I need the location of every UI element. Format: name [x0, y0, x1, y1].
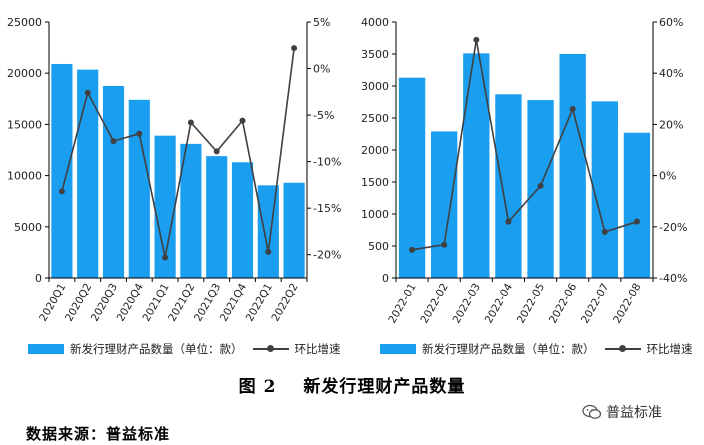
- growth-point-2022-06: [569, 106, 576, 113]
- bar-2021Q1: [154, 135, 176, 278]
- y-right-tick-label: -20%: [313, 249, 341, 262]
- growth-point-2022-01: [409, 246, 416, 253]
- bar-2021Q3: [206, 156, 228, 278]
- x-tick-label: 2022-01: [386, 282, 418, 326]
- bar-2022-07: [591, 101, 618, 278]
- growth-point-2022-03: [473, 36, 480, 43]
- growth-point-2022-02: [441, 241, 448, 248]
- bar-2020Q3: [102, 86, 125, 278]
- growth-point-2022-05: [537, 182, 544, 189]
- y-left-tick-label: 3500: [361, 48, 389, 61]
- y-right-tick-label: -40%: [659, 272, 687, 285]
- y-left-tick-label: 0: [35, 272, 42, 285]
- legend-bar-label: 新发行理财产品数量（单位：款）: [422, 342, 595, 356]
- growth-point-2022Q2: [291, 45, 298, 52]
- bar-2021Q2: [180, 143, 202, 278]
- bar-2022-01: [398, 77, 426, 279]
- y-right-tick-label: -15%: [313, 202, 341, 215]
- y-left-tick-label: 0: [382, 272, 389, 285]
- legend-bar-label: 新发行理财产品数量（单位：款）: [70, 342, 243, 356]
- y-left-tick-label: 2500: [361, 112, 389, 125]
- growth-point-2020Q4: [136, 130, 143, 137]
- y-left-tick-label: 1500: [361, 176, 389, 189]
- y-right-tick-label: -10%: [313, 156, 341, 169]
- x-tick-label: 2022-03: [451, 282, 483, 326]
- y-right-tick-label: -20%: [659, 221, 687, 234]
- legend-bar-swatch: [28, 344, 64, 354]
- bar-2021Q4: [231, 162, 254, 278]
- bar-2022-05: [527, 100, 554, 278]
- legend-monthly: 新发行理财产品数量（单位：款） 环比增速: [380, 341, 693, 357]
- legend-line-label: 环比增速: [646, 342, 693, 356]
- y-left-tick-label: 25000: [7, 16, 42, 29]
- legend-line-swatch: [252, 344, 289, 354]
- watermark-text: 普益标准: [606, 405, 662, 421]
- x-tick-label: 2022-04: [483, 281, 515, 325]
- y-right-tick-label: 60%: [659, 16, 683, 29]
- growth-point-2020Q1: [58, 188, 65, 195]
- y-right-tick-label: 40%: [659, 67, 683, 80]
- growth-point-2022-08: [633, 218, 640, 225]
- y-right-tick-label: -5%: [313, 109, 334, 122]
- legend-line-swatch: [604, 344, 641, 354]
- growth-point-2020Q3: [110, 138, 117, 145]
- growth-point-2021Q3: [213, 148, 220, 155]
- bar-2022-04: [495, 94, 522, 278]
- data-source: 数据来源：普益标准: [26, 425, 171, 443]
- y-left-tick-label: 4000: [361, 16, 389, 29]
- growth-point-2022-04: [505, 218, 512, 225]
- y-left-tick-label: 5000: [14, 221, 42, 234]
- y-left-tick-label: 10000: [7, 170, 42, 183]
- y-left-tick-label: 15000: [7, 118, 42, 131]
- x-tick-label: 2022-05: [515, 282, 547, 326]
- y-right-tick-label: 5%: [313, 16, 330, 29]
- bar-2020Q1: [51, 63, 73, 278]
- y-left-tick-label: 2000: [361, 144, 389, 157]
- growth-point-2022-07: [601, 228, 608, 235]
- figure-caption: 图 2 新发行理财产品数量: [0, 372, 704, 397]
- growth-point-2022Q1: [265, 248, 272, 255]
- figure-caption-label: 图 2: [238, 377, 277, 397]
- bar-2022-03: [463, 53, 490, 278]
- figure-caption-title: 新发行理财产品数量: [303, 377, 466, 397]
- x-tick-label: 2022-06: [547, 281, 579, 325]
- growth-point-2021Q4: [239, 117, 246, 124]
- y-left-tick-label: 3000: [361, 80, 389, 93]
- growth-point-2021Q1: [162, 254, 169, 261]
- growth-line: [61, 47, 295, 258]
- x-tick-label: 2022-08: [611, 282, 643, 326]
- watermark: 普益标准: [582, 402, 662, 422]
- bar-2022-08: [623, 132, 651, 278]
- bar-2022-02: [431, 131, 458, 278]
- growth-point-2020Q2: [84, 89, 91, 96]
- y-left-tick-label: 20000: [7, 67, 42, 80]
- bar-2022Q2: [283, 182, 305, 278]
- y-right-tick-label: 0%: [313, 63, 330, 76]
- y-left-tick-label: 1000: [361, 208, 389, 221]
- bar-2020Q4: [128, 99, 150, 278]
- chart-monthly: 0 500 1000 1500 2000 2500 3000 3500 4000 60% 40% 20…: [361, 16, 687, 326]
- x-tick-label: 2022-02: [418, 282, 450, 326]
- bar-2020Q2: [77, 69, 99, 278]
- y-left-tick-label: 500: [368, 240, 389, 253]
- bar-2022-06: [559, 54, 586, 278]
- x-tick-label: 2022-07: [579, 282, 611, 326]
- growth-line: [411, 39, 638, 251]
- legend-quarterly: 新发行理财产品数量（单位：款） 环比增速: [28, 341, 341, 357]
- y-right-tick-label: 0%: [659, 170, 676, 183]
- chart-quarterly: 0 5000 10000 15000 20000 25000 5% 0% -5% -10% -15%…: [7, 16, 341, 324]
- wechat-icon: [582, 404, 602, 419]
- legend-bar-swatch: [380, 344, 416, 354]
- legend-line-label: 环比增速: [294, 342, 341, 356]
- y-right-tick-label: 20%: [659, 118, 683, 131]
- growth-point-2021Q2: [187, 119, 194, 126]
